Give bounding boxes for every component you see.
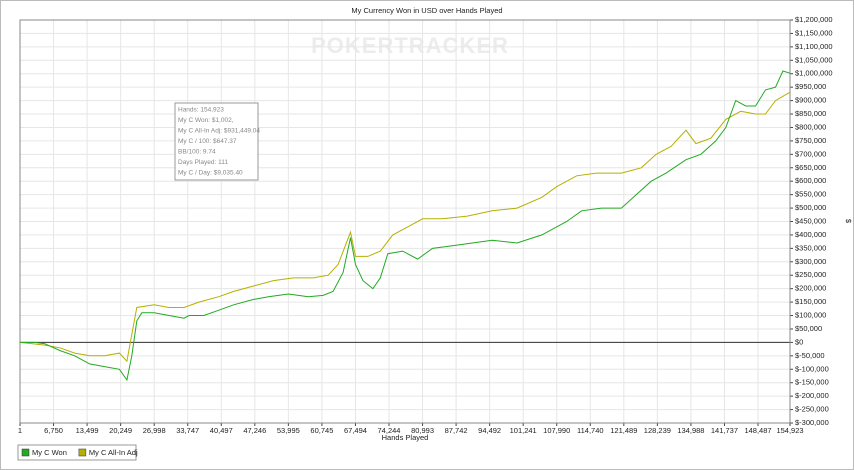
tooltip-line: My C / 100: $647.37 bbox=[178, 138, 237, 145]
y-tick-label: $50,000 bbox=[795, 324, 822, 333]
y-tick-label: $300,000 bbox=[795, 257, 826, 266]
legend-swatch bbox=[78, 448, 87, 457]
y-tick-label: $-300,000 bbox=[795, 418, 829, 427]
y-tick-label: $850,000 bbox=[795, 109, 826, 118]
y-tick-label: $350,000 bbox=[795, 243, 826, 252]
x-axis-label: Hands Played bbox=[382, 433, 429, 442]
y-tick-label: $750,000 bbox=[795, 136, 826, 145]
x-tick-label: 148,487 bbox=[744, 426, 771, 435]
y-tick-label: $150,000 bbox=[795, 297, 826, 306]
y-tick-label: $1,050,000 bbox=[795, 55, 833, 64]
x-tick-label: 13,499 bbox=[76, 426, 99, 435]
x-tick-label: 80,993 bbox=[411, 426, 434, 435]
y-tick-label: $600,000 bbox=[795, 176, 826, 185]
x-tick-label: 107,990 bbox=[543, 426, 570, 435]
tooltip-line: My C All-In Adj: $931,449.04 bbox=[178, 128, 260, 135]
x-tick-label: 101,241 bbox=[510, 426, 537, 435]
y-axis-label: $ bbox=[844, 219, 853, 224]
x-tick-label: 141,737 bbox=[711, 426, 738, 435]
y-tick-label: $650,000 bbox=[795, 163, 826, 172]
x-tick-label: 94,492 bbox=[478, 426, 501, 435]
y-tick-label: $400,000 bbox=[795, 230, 826, 239]
plot-border bbox=[19, 19, 791, 424]
x-tick-label: 128,239 bbox=[644, 426, 671, 435]
x-tick-label: 53,995 bbox=[277, 426, 300, 435]
tooltip-box bbox=[174, 102, 259, 181]
y-tick-label: $550,000 bbox=[795, 190, 826, 199]
x-tick-label: 47,246 bbox=[243, 426, 266, 435]
y-tick-label: $100,000 bbox=[795, 311, 826, 320]
y-tick-label: $1,000,000 bbox=[795, 69, 833, 78]
y-tick-label: $950,000 bbox=[795, 82, 826, 91]
legend-swatch bbox=[21, 448, 30, 457]
chart-title: My Currency Won in USD over Hands Played bbox=[351, 6, 502, 15]
legend: My C Won My C All-In Adj bbox=[17, 444, 138, 461]
y-tick-label: $200,000 bbox=[795, 284, 826, 293]
y-tick-label: $450,000 bbox=[795, 216, 826, 225]
x-tick-label: 40,497 bbox=[210, 426, 233, 435]
y-tick-label: $800,000 bbox=[795, 122, 826, 131]
legend-label: My C Won bbox=[32, 448, 67, 457]
y-tick-label: $700,000 bbox=[795, 149, 826, 158]
y-tick-label: $-50,000 bbox=[795, 351, 825, 360]
x-tick-label: 1 bbox=[18, 426, 22, 435]
x-tick-label: 33,747 bbox=[176, 426, 199, 435]
y-tick-label: $-100,000 bbox=[795, 364, 829, 373]
tooltip-line: My C Won: $1,002, bbox=[178, 117, 234, 124]
x-tick-label: 121,489 bbox=[610, 426, 637, 435]
y-tick-label: $-150,000 bbox=[795, 378, 829, 387]
y-tick-label: $900,000 bbox=[795, 96, 826, 105]
legend-box bbox=[17, 444, 137, 461]
y-tick-label: $1,100,000 bbox=[795, 42, 833, 51]
tooltip-line: Hands: 154,923 bbox=[178, 107, 224, 114]
x-tick-label: 154,923 bbox=[776, 426, 803, 435]
legend-label: My C All-In Adj bbox=[89, 448, 138, 457]
x-tick-label: 6,750 bbox=[44, 426, 63, 435]
x-tick-label: 20,249 bbox=[109, 426, 132, 435]
watermark: POKERTRACKER bbox=[311, 33, 509, 58]
x-tick-label: 134,988 bbox=[677, 426, 704, 435]
y-tick-label: $1,150,000 bbox=[795, 28, 833, 37]
tooltip-line: BB/100: 9.74 bbox=[178, 149, 216, 156]
y-tick-label: $500,000 bbox=[795, 203, 826, 212]
y-tick-label: $250,000 bbox=[795, 270, 826, 279]
series-line bbox=[20, 70, 791, 382]
x-tick-label: 114,740 bbox=[577, 426, 604, 435]
x-tick-label: 26,998 bbox=[143, 426, 166, 435]
x-tick-label: 87,742 bbox=[445, 426, 468, 435]
y-tick-label: $1,200,000 bbox=[795, 15, 833, 24]
series-line bbox=[19, 91, 791, 363]
x-tick-label: 60,745 bbox=[310, 426, 333, 435]
y-tick-label: $0 bbox=[795, 337, 803, 346]
x-tick-label: 74,244 bbox=[378, 426, 401, 435]
y-tick-label: $-250,000 bbox=[795, 405, 829, 414]
y-tick-label: $-200,000 bbox=[795, 391, 829, 400]
tooltip: Hands: 154,923 My C Won: $1,002, My C All-… bbox=[174, 102, 260, 181]
tooltip-line: Days Played: 111 bbox=[178, 159, 228, 166]
tooltip-line: My C / Day: $9,035.40 bbox=[178, 170, 243, 177]
x-tick-label: 67,494 bbox=[344, 426, 367, 435]
